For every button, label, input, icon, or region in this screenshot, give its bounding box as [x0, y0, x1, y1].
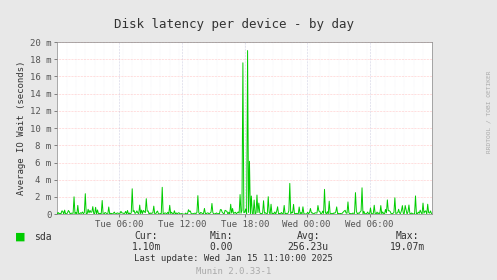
Text: sda: sda: [34, 232, 51, 242]
Text: Max:: Max:: [396, 231, 419, 241]
Text: 1.10m: 1.10m: [132, 242, 162, 252]
Text: 19.07m: 19.07m: [390, 242, 425, 252]
Text: 0.00: 0.00: [209, 242, 233, 252]
Text: Munin 2.0.33-1: Munin 2.0.33-1: [196, 267, 271, 276]
Text: Disk latency per device - by day: Disk latency per device - by day: [114, 18, 353, 31]
Y-axis label: Average IO Wait (seconds): Average IO Wait (seconds): [17, 61, 26, 195]
Text: Avg:: Avg:: [296, 231, 320, 241]
Text: Cur:: Cur:: [135, 231, 159, 241]
Text: RRDTOOL / TOBI OETIKER: RRDTOOL / TOBI OETIKER: [486, 71, 491, 153]
Text: ■: ■: [15, 232, 25, 242]
Text: Last update: Wed Jan 15 11:10:00 2025: Last update: Wed Jan 15 11:10:00 2025: [134, 254, 333, 263]
Text: 256.23u: 256.23u: [288, 242, 329, 252]
Text: Min:: Min:: [209, 231, 233, 241]
